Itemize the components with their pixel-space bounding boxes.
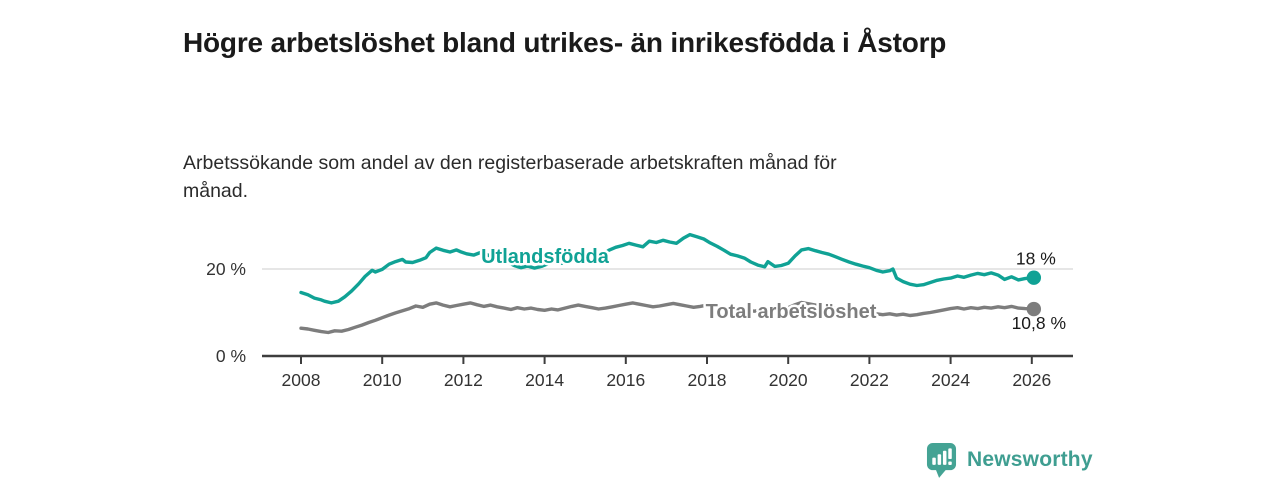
series-line-utlandsfodda [299, 232, 1036, 305]
series-label-utlandsfodda: Utlandsfödda [481, 246, 610, 268]
x-axis-label-2020: 2020 [769, 370, 808, 390]
y-axis-label-20: 20 % [206, 259, 246, 279]
series-line-total-arbetsloshet [299, 300, 1036, 335]
series-label-total-arbetsloshet: Total arbetslöshet [706, 301, 877, 323]
x-axis-label-2012: 2012 [444, 370, 483, 390]
x-axis-label-2026: 2026 [1012, 370, 1051, 390]
x-axis-label-2022: 2022 [850, 370, 889, 390]
series-end-label-total-arbetsloshet: 10,8 % [1012, 313, 1066, 333]
newsworthy-logo-text: Newsworthy [967, 448, 1093, 471]
x-axis-label-2018: 2018 [688, 370, 727, 390]
series-end-label-utlandsfodda: 18 % [1016, 249, 1056, 269]
x-axis-label-2024: 2024 [931, 370, 970, 390]
series-end-dot-total-arbetsloshet [1026, 301, 1042, 317]
series-end-dot-utlandsfodda [1026, 270, 1042, 285]
chart-title: Högre arbetslöshet bland utrikes- än inr… [183, 26, 947, 58]
x-axis-label-2008: 2008 [282, 370, 321, 390]
x-axis-label-2010: 2010 [363, 370, 402, 390]
x-axis-label-2014: 2014 [525, 370, 564, 390]
newsworthy-logo: Newsworthy [926, 442, 1093, 478]
newsworthy-logo-icon [926, 443, 957, 478]
chart-subtitle: Arbetssökande som andel av den registerb… [183, 151, 837, 202]
x-axis-label-2016: 2016 [606, 370, 645, 390]
y-axis-label-0: 0 % [216, 346, 246, 366]
